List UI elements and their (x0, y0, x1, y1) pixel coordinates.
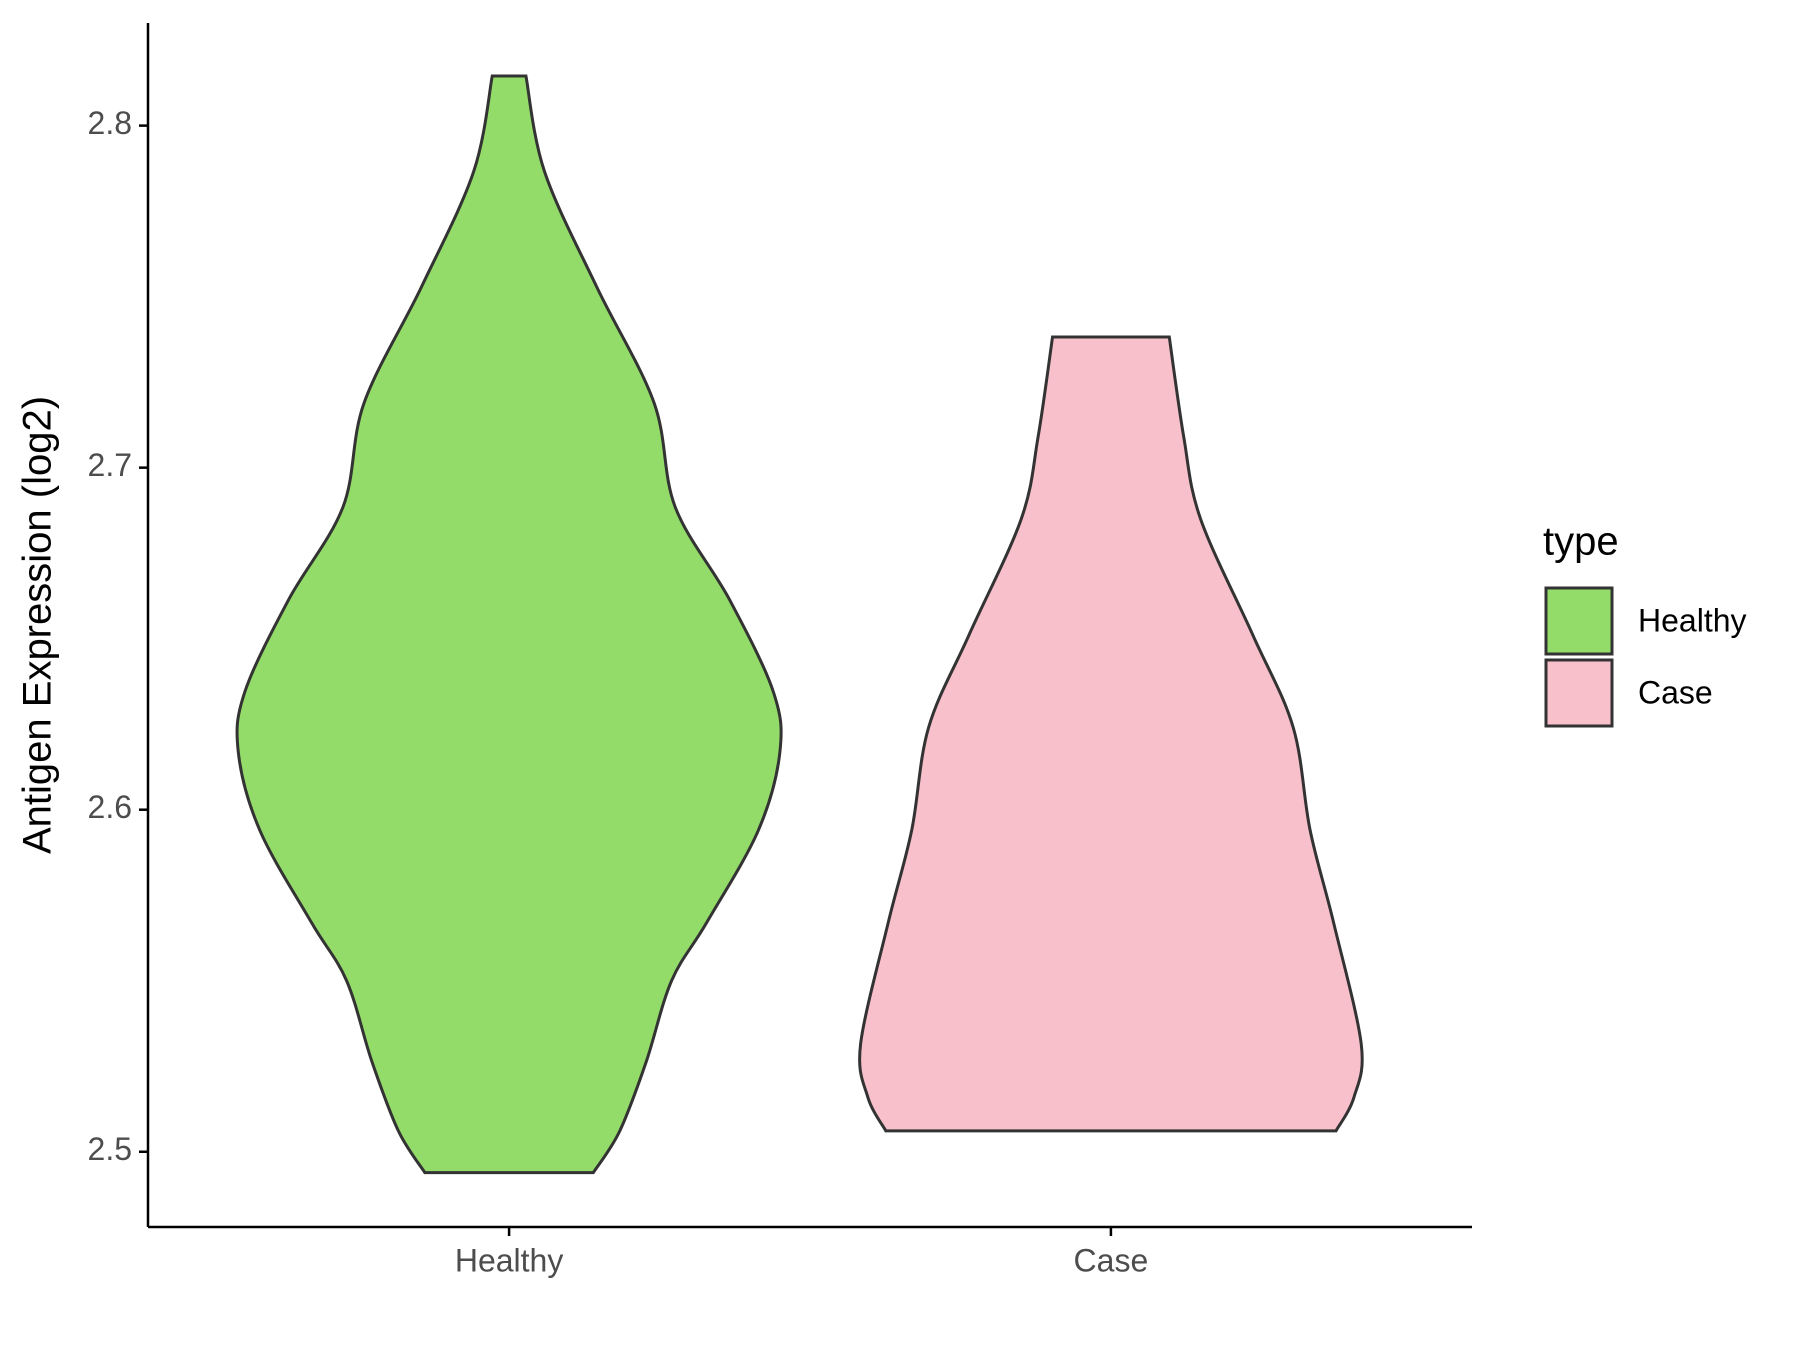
y-tick-label: 2.5 (88, 1131, 132, 1167)
x-tick-label: Case (1074, 1242, 1149, 1278)
legend-key (1544, 586, 1614, 656)
y-tick-label: 2.6 (88, 789, 132, 825)
y-tick-label: 2.7 (88, 447, 132, 483)
y-axis-title: Antigen Expression (log2) (16, 396, 60, 854)
x-tick-label: Healthy (455, 1242, 564, 1278)
legend-title: type (1543, 520, 1619, 564)
violin (235, 74, 783, 1175)
legend-label: Healthy (1638, 602, 1747, 638)
y-tick-label: 2.8 (88, 105, 132, 141)
legend-key (1544, 658, 1614, 728)
violin (858, 335, 1364, 1133)
legend-label: Case (1638, 674, 1713, 710)
